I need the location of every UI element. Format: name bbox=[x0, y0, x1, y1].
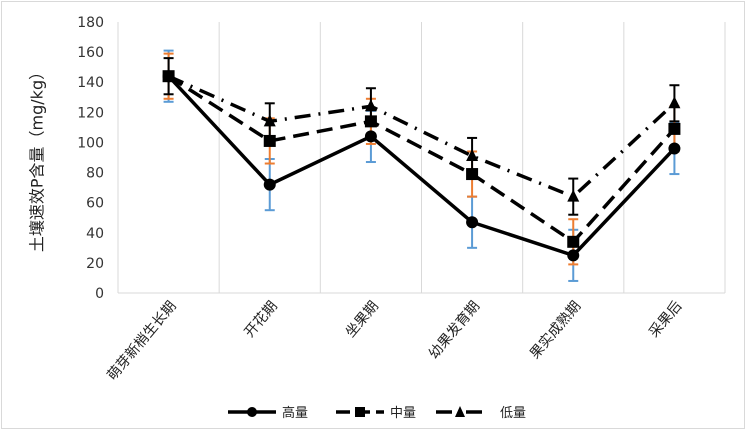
data-point bbox=[567, 249, 580, 262]
data-point bbox=[364, 130, 377, 143]
data-point bbox=[668, 96, 681, 109]
data-point bbox=[263, 134, 276, 147]
data-point bbox=[466, 216, 479, 229]
data-point bbox=[668, 142, 681, 155]
y-tick-label: 140 bbox=[77, 75, 104, 91]
legend-label: 低量 bbox=[500, 406, 526, 421]
data-point bbox=[162, 69, 175, 82]
data-point bbox=[466, 148, 479, 161]
x-tick-label: 幼果发育期 bbox=[426, 298, 483, 362]
x-tick-label: 开花期 bbox=[242, 298, 281, 340]
legend-label: 高量 bbox=[282, 405, 308, 421]
x-tick-label: 果实成熟期 bbox=[527, 298, 584, 362]
data-point bbox=[263, 114, 276, 127]
y-tick-label: 60 bbox=[86, 196, 104, 212]
x-tick-label: 坐果期 bbox=[343, 298, 382, 340]
series-line-高量 bbox=[167, 75, 676, 258]
y-tick-label: 0 bbox=[95, 286, 104, 302]
data-point bbox=[364, 115, 377, 128]
y-tick-label: 20 bbox=[86, 256, 104, 272]
y-tick-label: 80 bbox=[86, 166, 104, 182]
data-point bbox=[364, 99, 377, 112]
y-tick-label: 40 bbox=[86, 226, 104, 242]
y-tick-label: 180 bbox=[77, 15, 104, 31]
y-axis-label: 土壤速效P含量（mg/kg） bbox=[28, 64, 47, 252]
legend-label: 中量 bbox=[390, 406, 416, 421]
data-point bbox=[263, 178, 276, 191]
series-line-中量 bbox=[167, 74, 676, 245]
y-tick-label: 160 bbox=[77, 45, 104, 61]
data-point bbox=[668, 122, 681, 135]
series-line-低量 bbox=[167, 74, 676, 199]
y-tick-label: 100 bbox=[77, 135, 104, 151]
x-tick-label: 萌芽新梢生长期 bbox=[104, 298, 179, 383]
legend-marker bbox=[355, 407, 365, 417]
x-tick-label: 采果后 bbox=[646, 298, 685, 340]
legend-marker bbox=[455, 406, 465, 417]
legend-marker bbox=[247, 407, 257, 417]
data-point bbox=[567, 235, 580, 248]
data-point bbox=[466, 168, 479, 181]
y-tick-label: 120 bbox=[77, 105, 104, 121]
data-point bbox=[567, 189, 580, 202]
